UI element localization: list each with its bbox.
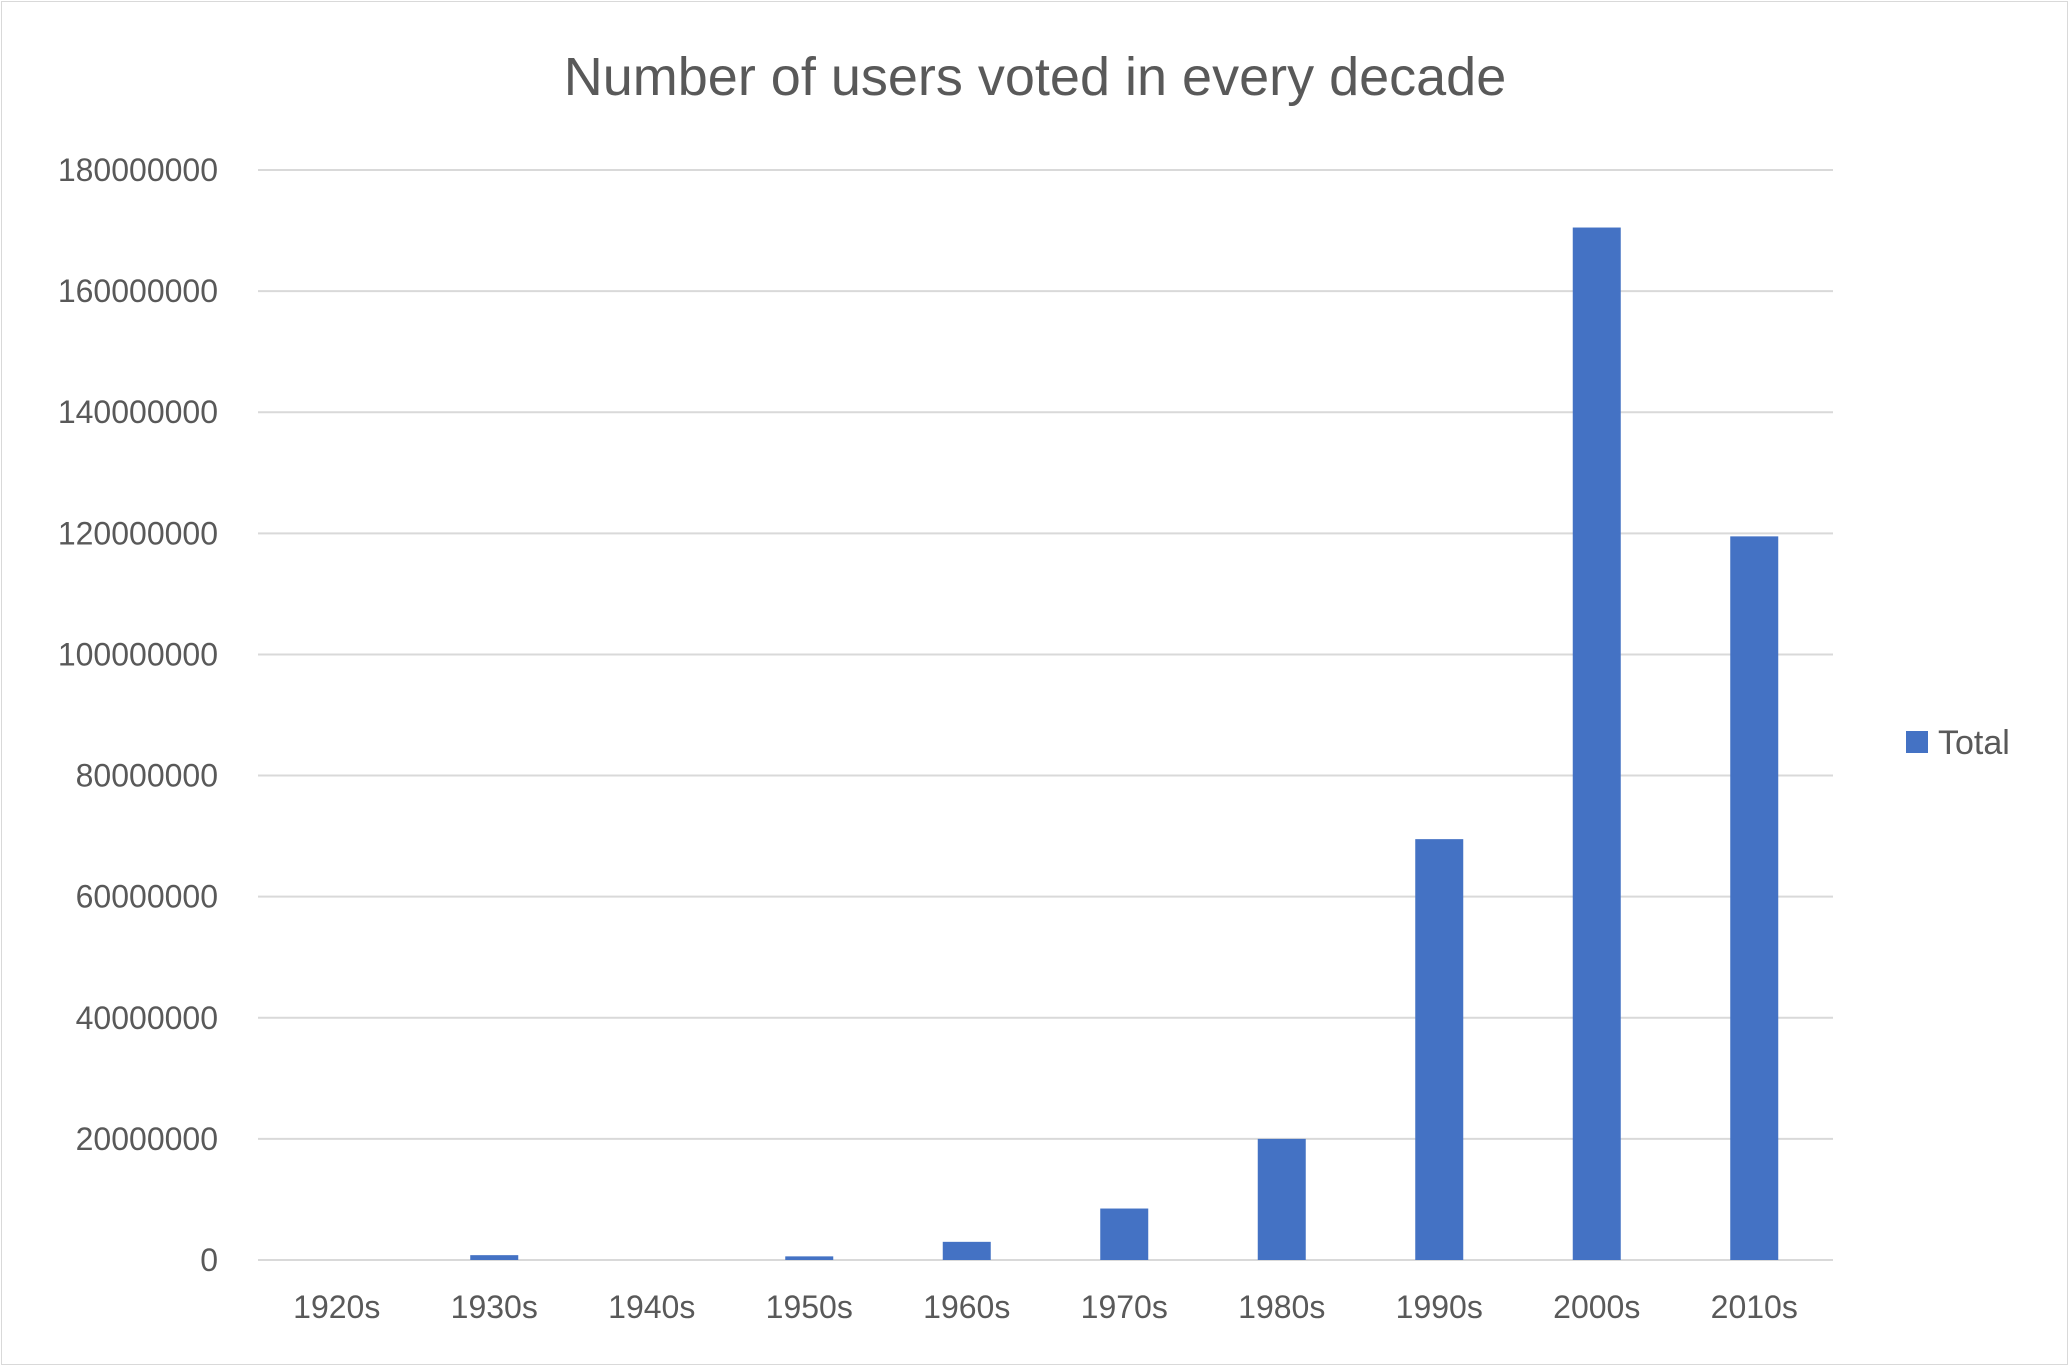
legend-swatch-total [1906, 731, 1928, 753]
x-tick-label: 1920s [293, 1289, 380, 1325]
x-tick-label: 2010s [1711, 1289, 1798, 1325]
x-tick-label: 1950s [766, 1289, 853, 1325]
x-tick-label: 1990s [1396, 1289, 1483, 1325]
y-tick-label: 120000000 [58, 515, 218, 551]
x-tick-label: 1930s [451, 1289, 538, 1325]
x-axis-tick-labels: 1920s 1930s 1940s 1950s 1960s 1970s 1980s 1990s… [293, 1289, 1798, 1325]
y-tick-label: 180000000 [58, 152, 218, 188]
y-tick-label: 100000000 [58, 636, 218, 672]
chart-title: Number of users voted in every decade [564, 47, 1507, 107]
gridlines [258, 169, 1833, 1261]
bar-2010s [1730, 536, 1779, 1260]
bar-1960s [942, 1241, 991, 1260]
y-tick-label: 60000000 [76, 879, 218, 915]
y-tick-label: 140000000 [58, 394, 218, 430]
bar-1980s [1257, 1138, 1306, 1260]
bar-1930s [470, 1255, 519, 1260]
y-axis-tick-labels: 0 20000000 40000000 60000000 80000000 1000000… [58, 152, 218, 1278]
x-tick-label: 1980s [1238, 1289, 1325, 1325]
bars [470, 227, 1779, 1260]
y-tick-label: 160000000 [58, 273, 218, 309]
x-tick-label: 1960s [923, 1289, 1010, 1325]
y-tick-label: 20000000 [76, 1121, 218, 1157]
x-tick-label: 1970s [1081, 1289, 1168, 1325]
bar-1970s [1100, 1208, 1149, 1260]
x-tick-label: 1940s [608, 1289, 695, 1325]
y-tick-label: 80000000 [76, 758, 218, 794]
legend: Total [1906, 724, 2010, 762]
bar-2000s [1572, 227, 1621, 1260]
y-tick-label: 40000000 [76, 1000, 218, 1036]
bar-1990s [1415, 839, 1464, 1260]
x-tick-label: 2000s [1553, 1289, 1640, 1325]
legend-label-total: Total [1938, 724, 2010, 762]
bar-1950s [785, 1256, 834, 1260]
y-tick-label: 0 [200, 1242, 218, 1278]
